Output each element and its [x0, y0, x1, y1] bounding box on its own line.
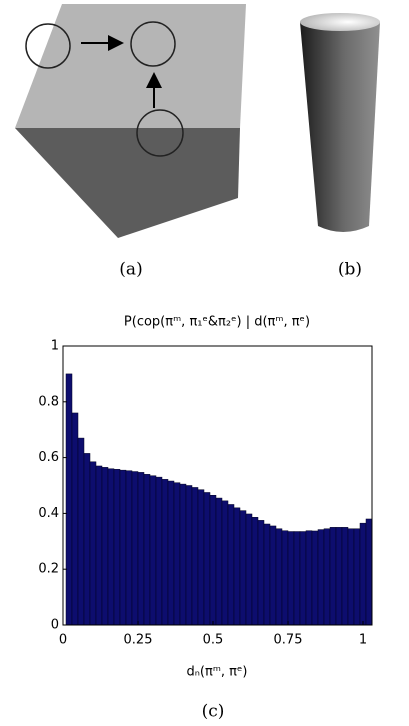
bar: [221, 500, 229, 626]
bar: [293, 531, 301, 626]
bar: [95, 465, 103, 626]
bar: [71, 412, 79, 626]
caption: (b): [338, 260, 362, 280]
y-tick-label: 1: [51, 339, 59, 354]
bar: [257, 520, 265, 626]
circle: [136, 109, 184, 157]
circle: [25, 23, 71, 69]
bar: [269, 525, 277, 626]
bar: [311, 530, 319, 626]
cylinder-top: [300, 13, 380, 31]
cylinder-diagram: [300, 13, 380, 232]
bar: [185, 485, 193, 626]
x-axis-label: dₙ(πᵐ, πᵉ): [186, 665, 247, 680]
bar: [77, 437, 85, 626]
bar: [341, 527, 349, 626]
caption: (a): [119, 260, 142, 280]
bar: [227, 504, 235, 626]
bar: [101, 467, 109, 626]
bar: [281, 530, 289, 626]
bar: [155, 476, 163, 626]
bar: [107, 468, 115, 626]
bar: [335, 527, 343, 626]
bar: [329, 527, 337, 626]
bar: [83, 453, 91, 626]
bar: [317, 529, 325, 626]
bar: [161, 479, 169, 626]
bar: [209, 495, 217, 626]
bar: [275, 528, 283, 626]
y-tick-label: 0.2: [38, 562, 59, 577]
bar: [65, 373, 73, 626]
chart-title: P(cop(πᵐ, π₁ᵉ&π₂ᵉ) | d(πᵐ, πᵉ): [124, 315, 310, 330]
bar: [179, 483, 187, 626]
bar: [89, 461, 97, 626]
bar: [137, 472, 145, 626]
y-tick-label: 0: [51, 618, 59, 633]
x-tick-label: 0.75: [274, 633, 303, 648]
caption: (c): [202, 702, 225, 722]
x-tick-label: 0: [59, 633, 67, 648]
x-tick-label: 0.5: [203, 633, 224, 648]
y-tick-label: 0.6: [38, 450, 59, 465]
bar: [353, 528, 361, 626]
bar: [305, 530, 313, 626]
bar: [239, 510, 247, 626]
bar: [365, 518, 373, 626]
bar: [113, 469, 121, 626]
bar: [173, 482, 181, 626]
x-tick-label: 1: [359, 633, 367, 648]
bar: [347, 528, 355, 626]
bar: [119, 469, 127, 626]
cube-top: [15, 4, 246, 128]
x-tick-label: 0.25: [124, 633, 153, 648]
bar: [287, 531, 295, 626]
bar: [167, 480, 175, 626]
bar: [149, 475, 157, 626]
y-tick-label: 0.4: [38, 506, 59, 521]
circle: [130, 21, 176, 67]
bar: [197, 489, 205, 626]
bar: [323, 528, 331, 626]
bar: [131, 471, 139, 626]
bar: [251, 517, 259, 626]
bar: [245, 513, 253, 626]
bar: [215, 497, 223, 626]
cube-diagram: [15, 4, 246, 238]
cube-front: [15, 128, 240, 238]
plot: 0 0.2 0.4 0.6 0.8 1 0 0.25 0.5 0.75 1: [38, 339, 373, 648]
bar: [359, 522, 367, 626]
bar: [263, 523, 271, 626]
y-tick-label: 0.8: [38, 394, 59, 409]
axes-box: [62, 345, 373, 626]
bar: [125, 470, 133, 626]
bar: [233, 507, 241, 626]
bar: [299, 531, 307, 626]
cylinder-body: [300, 22, 380, 232]
bar: [143, 474, 151, 626]
bar: [191, 487, 199, 626]
bar: [203, 492, 211, 626]
